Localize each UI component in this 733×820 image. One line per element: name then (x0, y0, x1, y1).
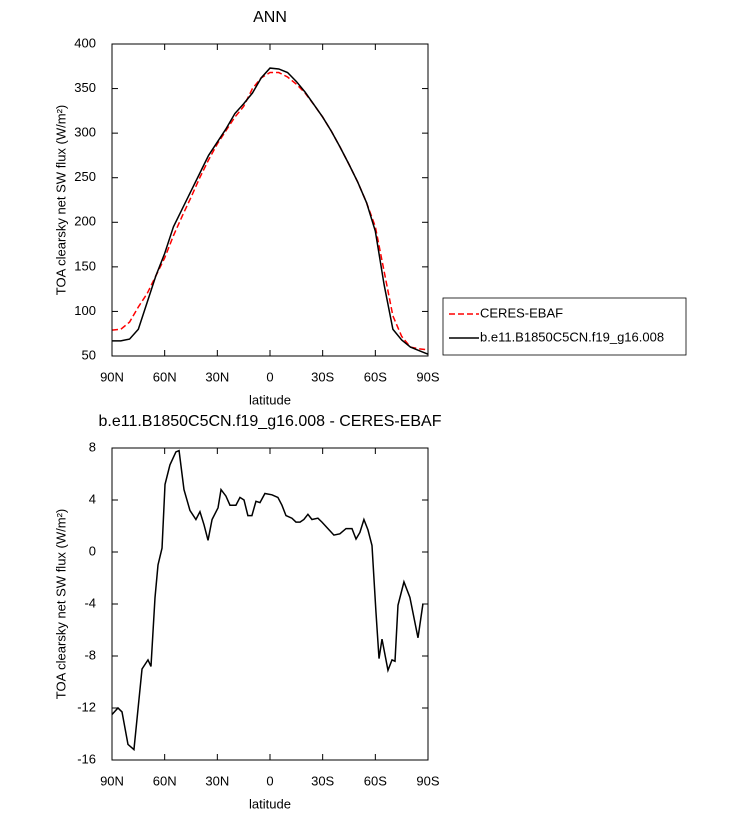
plot-frame (111, 447, 429, 761)
y-tick-label: 0 (89, 543, 96, 558)
x-axis-label: latitude (249, 392, 291, 407)
x-tick-label: 90N (100, 773, 124, 788)
y-tick-label: 50 (82, 347, 96, 362)
y-tick-label: 8 (89, 439, 96, 454)
x-tick-label: 60N (153, 773, 177, 788)
data-line (111, 71, 429, 351)
x-tick-label: 30N (205, 369, 229, 384)
x-tick-label: 60S (364, 369, 387, 384)
y-tick-label: 4 (89, 491, 96, 506)
x-tick-label: 90N (100, 369, 124, 384)
y-tick-label: -12 (77, 699, 96, 714)
plot-frame (111, 43, 429, 357)
legend-label: b.e11.B1850C5CN.f19_g16.008 (480, 329, 664, 344)
chart-title: ANN (253, 9, 287, 26)
y-axis-label: TOA clearsky net SW flux (W/m²) (53, 509, 68, 699)
x-tick-label: 60S (364, 773, 387, 788)
x-tick-label: 30N (205, 773, 229, 788)
legend-box (442, 297, 687, 356)
y-axis-label: TOA clearsky net SW flux (W/m²) (53, 105, 68, 295)
y-tick-label: 350 (74, 80, 96, 95)
data-line (112, 67, 429, 355)
x-tick-label: 90S (416, 369, 439, 384)
y-tick-label: 400 (74, 35, 96, 50)
y-tick-label: -16 (77, 751, 96, 766)
y-tick-label: 150 (74, 258, 96, 273)
x-tick-label: 30S (311, 773, 334, 788)
x-tick-label: 30S (311, 369, 334, 384)
y-tick-label: -4 (84, 595, 96, 610)
y-tick-label: 250 (74, 169, 96, 184)
x-tick-label: 90S (416, 773, 439, 788)
chart-title: b.e11.B1850C5CN.f19_g16.008 - CERES-EBAF (98, 413, 441, 430)
legend-label: CERES-EBAF (480, 305, 563, 320)
x-tick-label: 60N (153, 369, 177, 384)
y-tick-label: 100 (74, 303, 96, 318)
x-tick-label: 0 (266, 369, 273, 384)
y-tick-label: -8 (84, 647, 96, 662)
x-tick-label: 0 (266, 773, 273, 788)
x-axis-label: latitude (249, 796, 291, 811)
data-line (111, 449, 424, 752)
y-tick-label: 200 (74, 214, 96, 229)
y-tick-label: 300 (74, 125, 96, 140)
